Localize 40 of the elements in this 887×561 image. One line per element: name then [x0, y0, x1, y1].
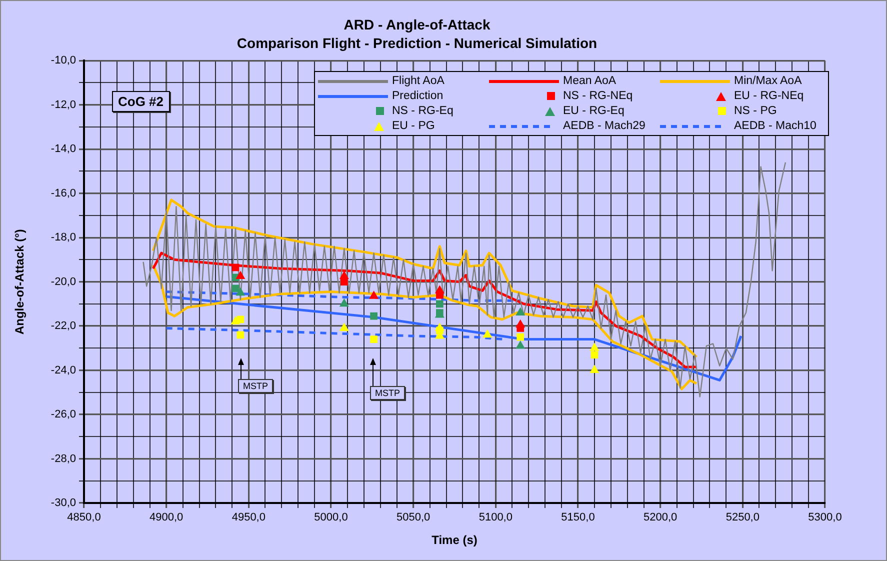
legend-label: EU - RG-Eq [563, 105, 624, 117]
x-tick-label: 5300,0 [808, 512, 842, 524]
annotation: MSTP [238, 379, 274, 393]
x-tick-label: 5050,0 [396, 512, 430, 524]
y-tick-label: -10,0 [50, 54, 76, 67]
legend-label: NS - PG [734, 105, 777, 117]
y-tick-label: -30,0 [50, 497, 76, 510]
legend-label: NS - RG-Eq [392, 105, 454, 117]
y-axis-title: Angle-of-Attack (°) [12, 229, 27, 335]
legend-label: EU - RG-NEq [734, 90, 804, 102]
y-tick-label: -20,0 [50, 276, 76, 288]
x-axis-title: Time (s) [432, 533, 478, 548]
legend-label: AEDB - Mach29 [563, 120, 646, 132]
legend-label: NS - RG-NEq [563, 90, 633, 102]
x-tick-label: 4950,0 [232, 512, 266, 524]
y-tick-label: -16,0 [50, 187, 76, 200]
y-tick-label: -26,0 [50, 408, 76, 421]
y-tick-label: -22,0 [50, 320, 76, 332]
chart-title: ARD - Angle-of-Attack [344, 16, 490, 32]
x-tick-label: 5250,0 [726, 512, 760, 524]
legend-label: Mean AoA [563, 75, 616, 87]
y-tick-label: -14,0 [50, 143, 76, 156]
x-tick-label: 5000,0 [314, 512, 348, 524]
legend-label: AEDB - Mach10 [734, 120, 816, 132]
y-tick-label: -24,0 [50, 364, 76, 376]
y-tick-label: -28,0 [50, 452, 76, 465]
x-tick-label: 4850,0 [67, 512, 101, 524]
y-tick-label: -18,0 [50, 232, 76, 244]
x-tick-label: 5100,0 [478, 512, 512, 524]
legend-label: Min/Max AoA [734, 75, 802, 87]
legend-label: EU - PG [392, 120, 435, 132]
annotation: MSTP [370, 386, 406, 400]
chart-subtitle: Comparison Flight - Prediction - Numerical Simulation [236, 35, 598, 52]
x-tick-label: 4900,0 [150, 512, 184, 524]
x-tick-label: 5150,0 [561, 512, 595, 524]
legend-label: Prediction [392, 90, 444, 102]
x-tick-label: 5200,0 [644, 512, 678, 524]
annotation: CoG #2 [112, 91, 170, 112]
legend-label: Flight AoA [392, 75, 444, 87]
y-tick-label: -12,0 [50, 98, 76, 111]
